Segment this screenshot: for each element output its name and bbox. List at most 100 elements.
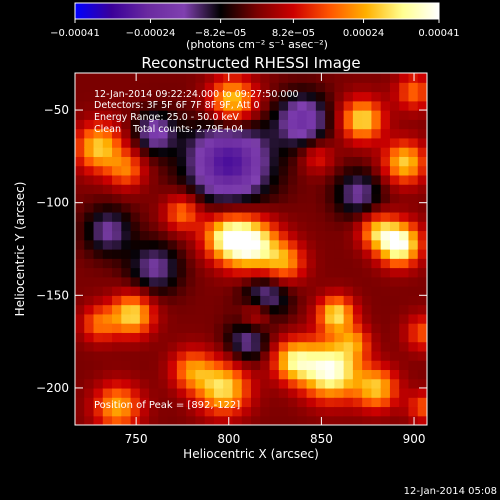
heatmap-cell bbox=[269, 221, 280, 232]
heatmap-cell bbox=[241, 360, 252, 371]
heatmap-cell bbox=[334, 193, 345, 204]
colorbar-tick-label: 8.2e−05 bbox=[272, 28, 315, 39]
heatmap-cell bbox=[278, 193, 289, 204]
heatmap-cell bbox=[334, 202, 345, 213]
heatmap-cell bbox=[204, 128, 215, 139]
heatmap-cell bbox=[84, 100, 95, 111]
heatmap-cell bbox=[204, 100, 215, 111]
heatmap-cell bbox=[176, 110, 187, 120]
heatmap-cell bbox=[130, 230, 141, 241]
heatmap-cell bbox=[121, 341, 132, 352]
heatmap-cell bbox=[213, 295, 224, 306]
heatmap-cell bbox=[315, 350, 326, 361]
heatmap-cell bbox=[260, 211, 271, 222]
heatmap-cell bbox=[315, 387, 326, 398]
heatmap-cell bbox=[334, 313, 345, 324]
heatmap-cell bbox=[186, 323, 197, 333]
heatmap-cell bbox=[297, 350, 308, 361]
heatmap-cell bbox=[343, 100, 354, 111]
heatmap-cell bbox=[362, 147, 373, 157]
heatmap-cell bbox=[288, 174, 298, 185]
heatmap-cell bbox=[297, 387, 308, 398]
heatmap-cell bbox=[232, 258, 243, 269]
heatmap-cell bbox=[334, 249, 345, 259]
heatmap-cell bbox=[167, 184, 178, 195]
heatmap-cell bbox=[297, 341, 308, 352]
heatmap-cell bbox=[417, 341, 427, 352]
heatmap-cell bbox=[399, 249, 410, 259]
heatmap-cell bbox=[408, 304, 419, 315]
heatmap-cell bbox=[315, 258, 326, 269]
heatmap-cell bbox=[93, 147, 104, 157]
heatmap-cell bbox=[121, 221, 132, 232]
heatmap-cell bbox=[213, 147, 224, 157]
heatmap-cell bbox=[176, 378, 187, 389]
heatmap-cell bbox=[186, 73, 197, 83]
heatmap-cell bbox=[380, 313, 391, 324]
heatmap-cell bbox=[325, 341, 335, 352]
heatmap-cell bbox=[130, 211, 141, 222]
heatmap-cell bbox=[93, 137, 104, 148]
heatmap-cell bbox=[334, 184, 345, 195]
heatmap-cell bbox=[278, 323, 289, 333]
info-line-time: 12-Jan-2014 09:22:24.000 to 09:27:50.000 bbox=[94, 89, 299, 100]
heatmap-cell bbox=[288, 184, 298, 195]
heatmap-cell bbox=[139, 295, 150, 306]
heatmap-cell bbox=[389, 360, 400, 371]
heatmap-cell bbox=[167, 323, 178, 333]
heatmap-cell bbox=[176, 91, 187, 102]
heatmap-cell bbox=[75, 313, 85, 324]
heatmap-cell bbox=[112, 415, 122, 425]
heatmap-cell bbox=[102, 110, 113, 120]
heatmap-cell bbox=[278, 369, 289, 380]
heatmap-cell bbox=[75, 276, 85, 287]
heatmap-cell bbox=[343, 258, 354, 269]
heatmap-cell bbox=[139, 137, 150, 148]
heatmap-cell bbox=[241, 230, 252, 241]
heatmap-cell bbox=[352, 360, 363, 371]
heatmap-cell bbox=[297, 147, 308, 157]
heatmap-cell bbox=[260, 193, 271, 204]
heatmap-cell bbox=[167, 249, 178, 259]
heatmap-cell bbox=[149, 184, 159, 195]
heatmap-cell bbox=[278, 332, 289, 343]
heatmap-cell bbox=[176, 137, 187, 148]
heatmap-cell bbox=[204, 147, 215, 157]
heatmap-cell bbox=[306, 286, 317, 296]
heatmap-cell bbox=[343, 276, 354, 287]
heatmap-cell bbox=[121, 239, 132, 250]
heatmap-cell bbox=[288, 73, 298, 83]
heatmap-cell bbox=[121, 295, 132, 306]
heatmap-cell bbox=[408, 258, 419, 269]
heatmap-cell bbox=[223, 128, 234, 139]
heatmap-cell bbox=[84, 267, 95, 278]
heatmap-cell bbox=[176, 369, 187, 380]
heatmap-cell bbox=[334, 415, 345, 425]
heatmap-cell bbox=[325, 137, 335, 148]
heatmap-cell bbox=[362, 387, 373, 398]
heatmap-cell bbox=[362, 91, 373, 102]
heatmap-cell bbox=[399, 295, 410, 306]
heatmap-cell bbox=[102, 267, 113, 278]
heatmap-cell bbox=[371, 341, 382, 352]
heatmap-cell bbox=[251, 202, 261, 213]
heatmap-cell bbox=[213, 165, 224, 176]
heatmap-cell bbox=[232, 323, 243, 333]
heatmap-cell bbox=[223, 323, 234, 333]
heatmap-cell bbox=[84, 313, 95, 324]
heatmap-cell bbox=[186, 378, 197, 389]
heatmap-cell bbox=[306, 147, 317, 157]
heatmap-cell bbox=[186, 82, 197, 93]
heatmap-cell bbox=[241, 286, 252, 296]
heatmap-cell bbox=[269, 239, 280, 250]
heatmap-cell bbox=[352, 415, 363, 425]
heatmap-cell bbox=[176, 406, 187, 417]
heatmap-cell bbox=[352, 341, 363, 352]
heatmap-cell bbox=[399, 221, 410, 232]
heatmap-cell bbox=[371, 119, 382, 130]
heatmap-cell bbox=[241, 184, 252, 195]
heatmap-cell bbox=[149, 313, 159, 324]
heatmap-cell bbox=[167, 110, 178, 120]
heatmap-cell bbox=[241, 369, 252, 380]
heatmap-cell bbox=[195, 267, 206, 278]
